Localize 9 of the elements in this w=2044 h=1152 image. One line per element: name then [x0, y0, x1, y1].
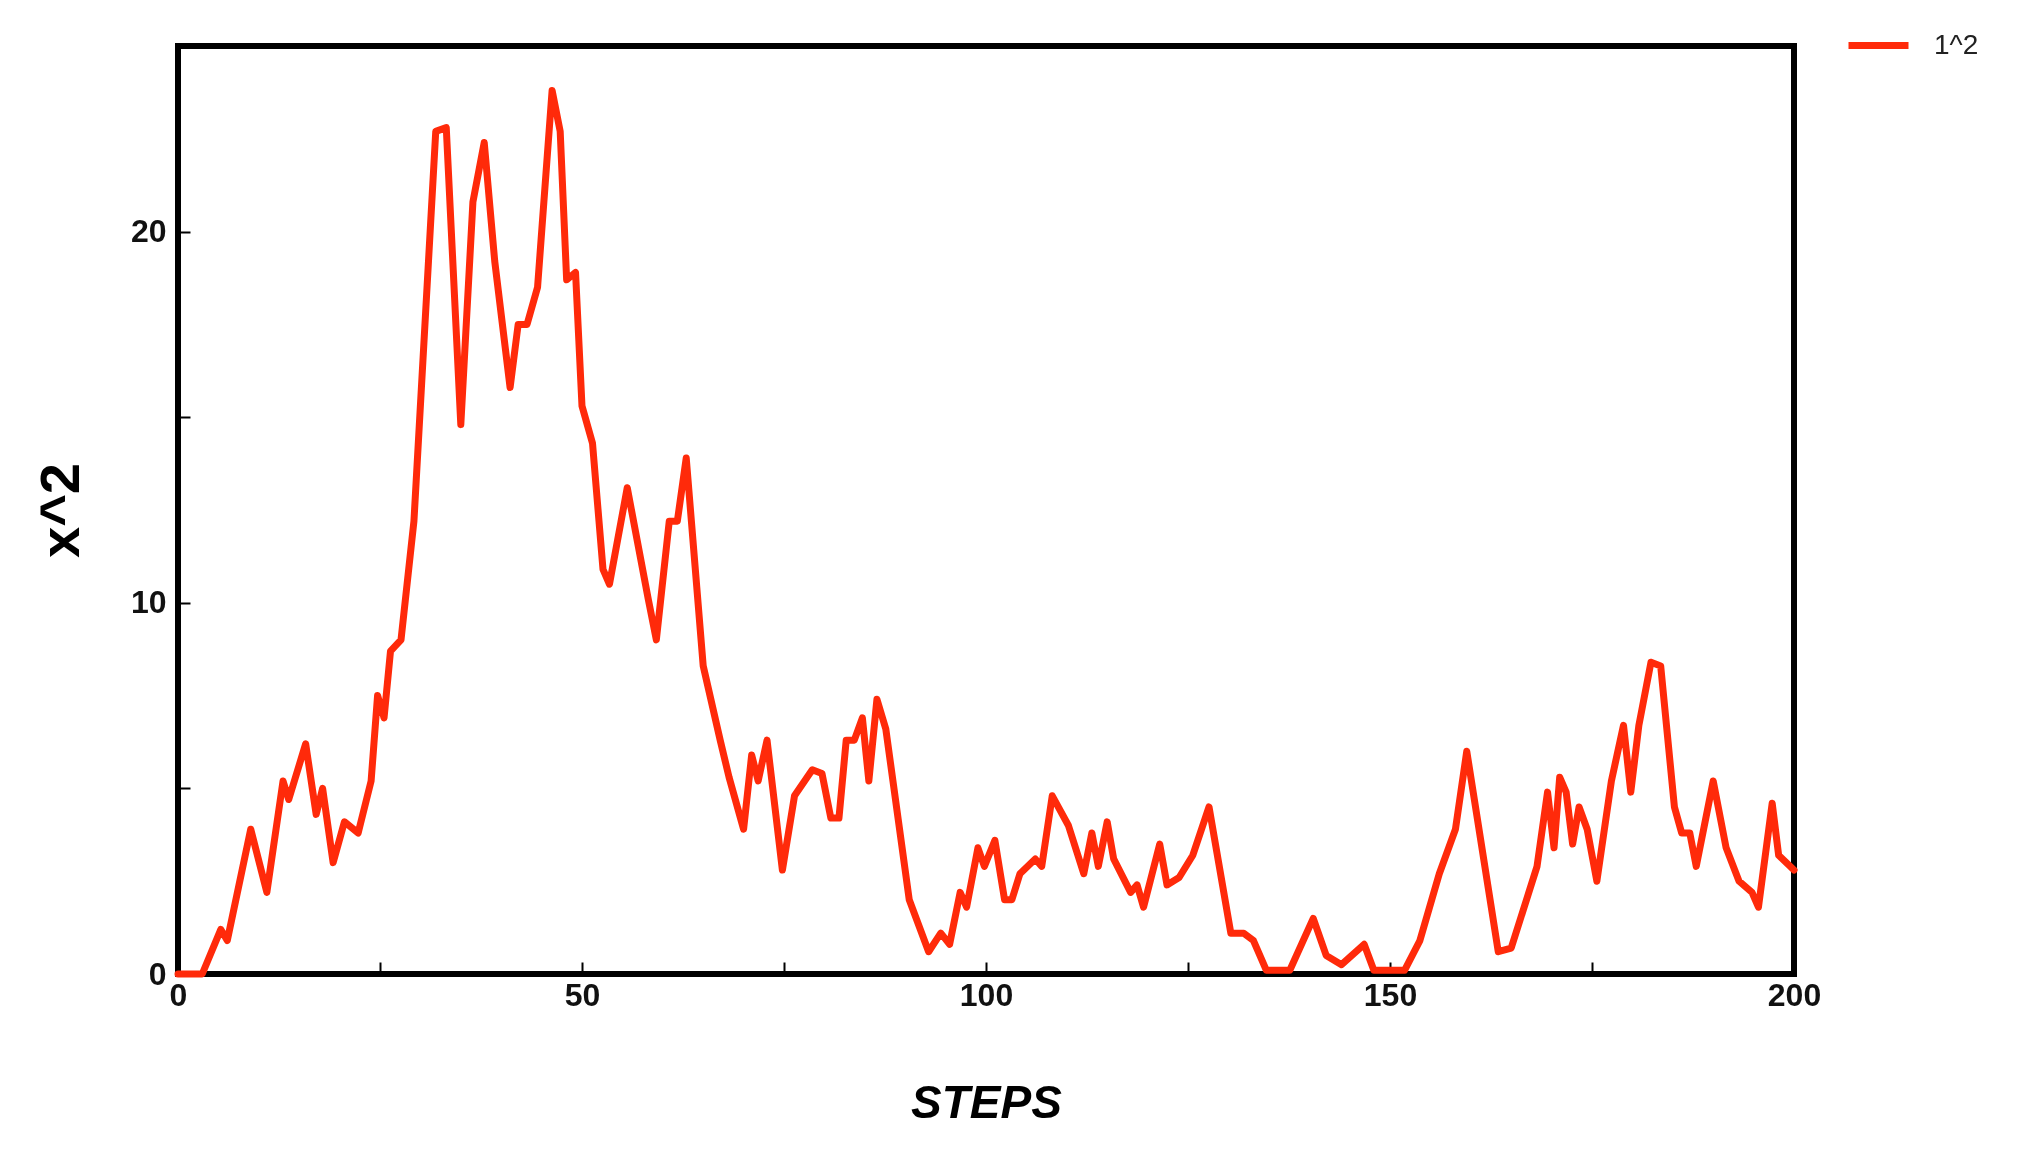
y-tick-label: 10 — [130, 584, 167, 621]
x-tick-label: 150 — [1363, 976, 1418, 1013]
x-tick-label: 200 — [1767, 976, 1822, 1013]
x-tick-label: 100 — [959, 976, 1014, 1013]
x-axis-title: STEPS — [911, 1075, 1063, 1128]
legend-label: 1^2 — [1934, 28, 1979, 60]
x-tick-label: 50 — [564, 976, 601, 1013]
y-tick-label: 20 — [130, 213, 167, 250]
y-axis-title: x^2 — [27, 463, 91, 558]
